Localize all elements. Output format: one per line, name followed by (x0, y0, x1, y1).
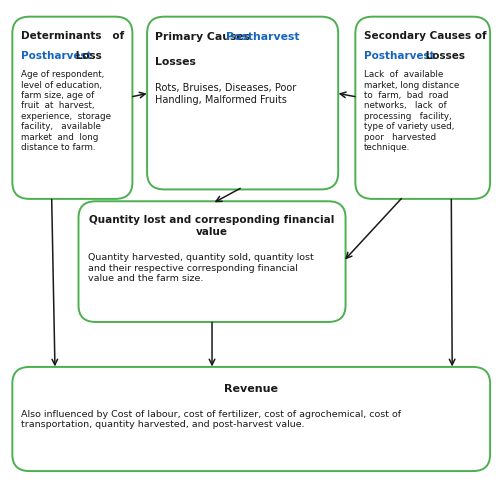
Text: Revenue: Revenue (224, 384, 278, 394)
Text: Lack  of  available
market, long distance
to  farm,  bad  road
networks,   lack : Lack of available market, long distance … (364, 70, 459, 152)
Text: Primary Causes: Primary Causes (156, 32, 254, 43)
Text: Age of respondent,
level of education,
farm size, age of
fruit  at  harvest,
exp: Age of respondent, level of education, f… (20, 70, 110, 152)
Text: Secondary Causes of: Secondary Causes of (364, 31, 486, 41)
FancyBboxPatch shape (147, 16, 338, 189)
Text: Postharvest: Postharvest (20, 51, 92, 61)
Text: Losses: Losses (422, 51, 466, 61)
Text: Loss: Loss (72, 51, 102, 61)
Text: Postharvest: Postharvest (226, 32, 300, 43)
Text: Quantity lost and corresponding financial
value: Quantity lost and corresponding financia… (90, 215, 334, 237)
Text: Postharvest: Postharvest (364, 51, 434, 61)
Text: Losses: Losses (156, 57, 196, 67)
Text: Determinants   of: Determinants of (20, 31, 124, 41)
Text: Also influenced by Cost of labour, cost of fertilizer, cost of agrochemical, cos: Also influenced by Cost of labour, cost … (20, 410, 401, 429)
FancyBboxPatch shape (356, 16, 490, 199)
FancyBboxPatch shape (12, 16, 132, 199)
Text: Rots, Bruises, Diseases, Poor
Handling, Malformed Fruits: Rots, Bruises, Diseases, Poor Handling, … (156, 83, 296, 104)
FancyBboxPatch shape (12, 367, 490, 471)
Text: Quantity harvested, quantity sold, quantity lost
and their respective correspond: Quantity harvested, quantity sold, quant… (88, 253, 314, 283)
FancyBboxPatch shape (78, 201, 345, 322)
